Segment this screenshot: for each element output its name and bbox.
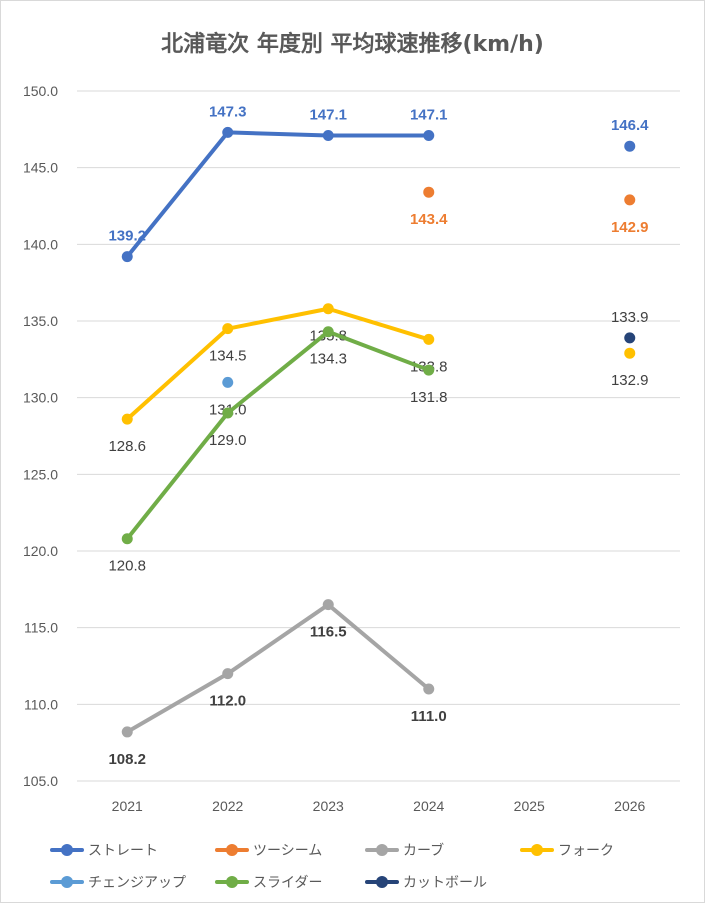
data-label: 120.8 xyxy=(108,558,146,575)
series-line xyxy=(125,306,431,422)
data-label: 131.8 xyxy=(410,389,448,406)
y-tick-label: 145.0 xyxy=(23,160,58,176)
data-point xyxy=(423,364,435,376)
legend-label: スライダー xyxy=(253,875,323,891)
series-line xyxy=(125,130,431,259)
legend-label: フォーク xyxy=(558,843,614,859)
x-tick-label: 2025 xyxy=(514,798,545,814)
data-point xyxy=(423,333,435,345)
data-point xyxy=(222,323,234,335)
data-label: 147.3 xyxy=(209,103,247,120)
data-point xyxy=(322,599,334,611)
data-label: 143.4 xyxy=(410,211,448,228)
data-point xyxy=(322,303,334,315)
data-point xyxy=(222,376,234,388)
legend-item: スライダー xyxy=(215,872,322,892)
legend-marker-icon xyxy=(365,844,399,856)
y-tick-label: 130.0 xyxy=(23,390,58,406)
y-tick-label: 135.0 xyxy=(23,313,58,329)
data-label: 111.0 xyxy=(411,708,447,725)
y-tick-label: 125.0 xyxy=(23,466,58,482)
data-point xyxy=(322,326,334,338)
data-point xyxy=(222,126,234,138)
y-tick-label: 140.0 xyxy=(23,236,58,252)
data-label: 147.1 xyxy=(410,106,448,123)
data-point xyxy=(121,413,133,425)
legend-label: ストレート xyxy=(88,843,158,859)
data-label: 132.9 xyxy=(611,372,649,389)
legend-marker-icon xyxy=(520,844,554,856)
data-label: 142.9 xyxy=(611,219,649,236)
data-label: 108.2 xyxy=(108,751,146,768)
series-line xyxy=(125,329,431,541)
legend-marker-icon xyxy=(365,876,399,888)
y-tick-label: 105.0 xyxy=(23,773,58,789)
data-point xyxy=(624,194,636,206)
legend-marker-icon xyxy=(215,876,249,888)
x-tick-label: 2021 xyxy=(112,798,143,814)
data-point xyxy=(624,140,636,152)
legend-marker-icon xyxy=(50,876,84,888)
x-tick-label: 2026 xyxy=(614,798,645,814)
data-label: 116.5 xyxy=(310,624,347,641)
data-label: 129.0 xyxy=(209,432,247,449)
x-tick-label: 2024 xyxy=(413,798,444,814)
data-point xyxy=(121,251,133,263)
data-point xyxy=(121,726,133,738)
legend-marker-icon xyxy=(50,844,84,856)
legend-item: チェンジアップ xyxy=(50,872,186,892)
legend-marker-icon xyxy=(215,844,249,856)
y-tick-label: 120.0 xyxy=(23,543,58,559)
legend-item: ストレート xyxy=(50,840,158,860)
data-label: 147.1 xyxy=(309,106,347,123)
legend-label: カットボール xyxy=(403,875,487,891)
x-tick-label: 2023 xyxy=(313,798,344,814)
y-tick-label: 150.0 xyxy=(23,83,58,99)
legend-label: ツーシーム xyxy=(253,843,323,859)
data-point xyxy=(222,407,234,419)
legend-label: カーブ xyxy=(403,843,445,859)
legend-item: ツーシーム xyxy=(215,840,322,860)
data-point xyxy=(222,668,234,680)
data-point xyxy=(121,533,133,545)
x-tick-label: 2022 xyxy=(212,798,243,814)
legend-item: フォーク xyxy=(520,840,614,860)
data-point xyxy=(423,683,435,695)
legend-label: チェンジアップ xyxy=(88,875,186,891)
data-label: 134.3 xyxy=(309,351,347,368)
data-point xyxy=(423,129,435,141)
data-label: 128.6 xyxy=(108,438,146,455)
legend-item: カーブ xyxy=(365,840,444,860)
data-label: 139.2 xyxy=(108,228,146,245)
y-tick-label: 115.0 xyxy=(24,620,58,636)
data-point xyxy=(322,129,334,141)
y-tick-label: 110.0 xyxy=(24,696,58,712)
series-line xyxy=(125,602,431,734)
data-label: 133.9 xyxy=(611,309,649,326)
data-label: 112.0 xyxy=(209,693,246,710)
chart-title: 北浦竜次 年度別 平均球速推移(km/h) xyxy=(161,32,544,57)
data-point xyxy=(624,347,636,359)
data-point xyxy=(423,186,435,198)
legend-item: カットボール xyxy=(365,872,487,892)
data-label: 146.4 xyxy=(611,117,649,134)
data-label: 134.5 xyxy=(209,348,247,365)
data-point xyxy=(624,332,636,344)
